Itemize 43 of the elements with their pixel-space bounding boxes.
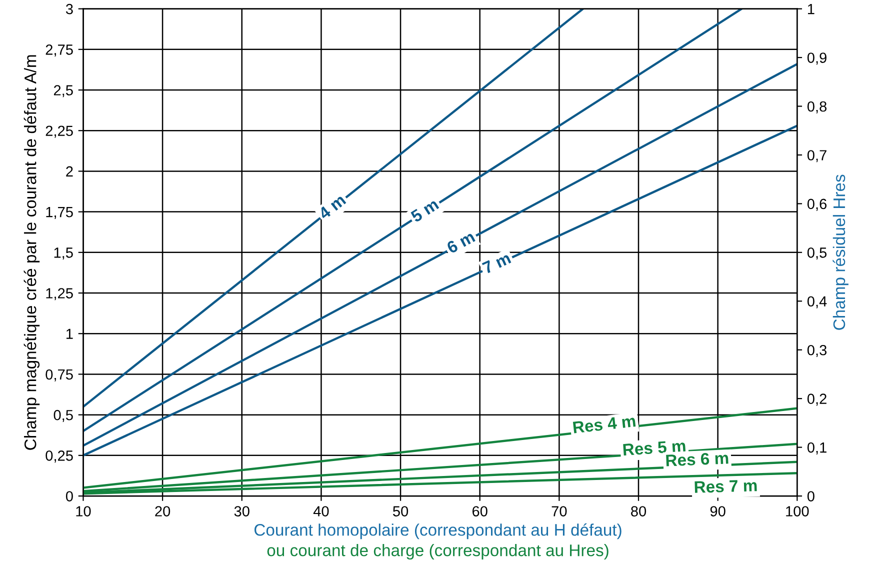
y-tick-label: 0,75 bbox=[46, 369, 73, 382]
y-tick-label: 3 bbox=[66, 4, 73, 14]
y-tick-label: 2,75 bbox=[46, 44, 73, 57]
y-tick-label: 1,5 bbox=[54, 248, 73, 260]
y-tick-label: 0 bbox=[66, 491, 73, 502]
x-tick-label: 70 bbox=[552, 506, 567, 516]
x-tick-label: 20 bbox=[155, 506, 170, 516]
x-tick-label: 30 bbox=[234, 506, 250, 516]
y-tick-label: 2,25 bbox=[46, 126, 73, 138]
series-label: Res 7 m bbox=[694, 480, 757, 494]
x-tick-label: 80 bbox=[631, 506, 646, 516]
x-tick-label: 100 bbox=[786, 506, 809, 516]
y2-tick-label: 1 bbox=[808, 4, 814, 14]
text: Res 4 m bbox=[572, 415, 636, 434]
y2-tick-label: 0,3 bbox=[807, 344, 827, 357]
y-tick-label: 1,75 bbox=[46, 207, 73, 219]
x-tick-label: 60 bbox=[472, 506, 488, 516]
x-tick-label: 90 bbox=[710, 506, 726, 516]
y2-tick-label: 0,6 bbox=[807, 198, 827, 211]
text: 4 m bbox=[318, 194, 346, 220]
y-tick-label: 0,25 bbox=[46, 450, 73, 463]
x-tick-label: 10 bbox=[76, 506, 91, 516]
y2-tick-label: 0,2 bbox=[807, 394, 826, 406]
y2-axis-title: Champ résiduel Hres bbox=[832, 174, 848, 330]
y2-tick-label: 0,4 bbox=[807, 296, 827, 308]
text: 7 m bbox=[482, 252, 512, 274]
y2-tick-label: 0,9 bbox=[807, 52, 826, 65]
y-axis-title: Champ magnétique créé par le courant de défaut A/m bbox=[24, 55, 40, 450]
y-tick-label: 1 bbox=[66, 328, 73, 339]
x-tick-label: 50 bbox=[393, 506, 408, 516]
y2-tick-label: 0,5 bbox=[807, 248, 827, 260]
text: 5 m bbox=[410, 198, 440, 223]
x-axis-title: Courant homopolaire (correspondant au H défaut) ou courant de charge (correspondant au Hres) bbox=[254, 523, 622, 560]
y-tick-label: 2 bbox=[66, 166, 73, 176]
y2-tick-label: 0,7 bbox=[807, 150, 826, 162]
y2-tick-label: 0,1 bbox=[807, 442, 826, 454]
y2-tick-label: 0 bbox=[807, 491, 814, 502]
y-tick-label: 1,25 bbox=[46, 288, 73, 300]
text: 6 m bbox=[446, 230, 476, 254]
x-tick-label: 40 bbox=[313, 506, 329, 516]
y-tick-label: 0,5 bbox=[54, 410, 73, 422]
y2-tick-label: 0,8 bbox=[807, 101, 827, 114]
y-tick-label: 2,5 bbox=[54, 85, 73, 98]
